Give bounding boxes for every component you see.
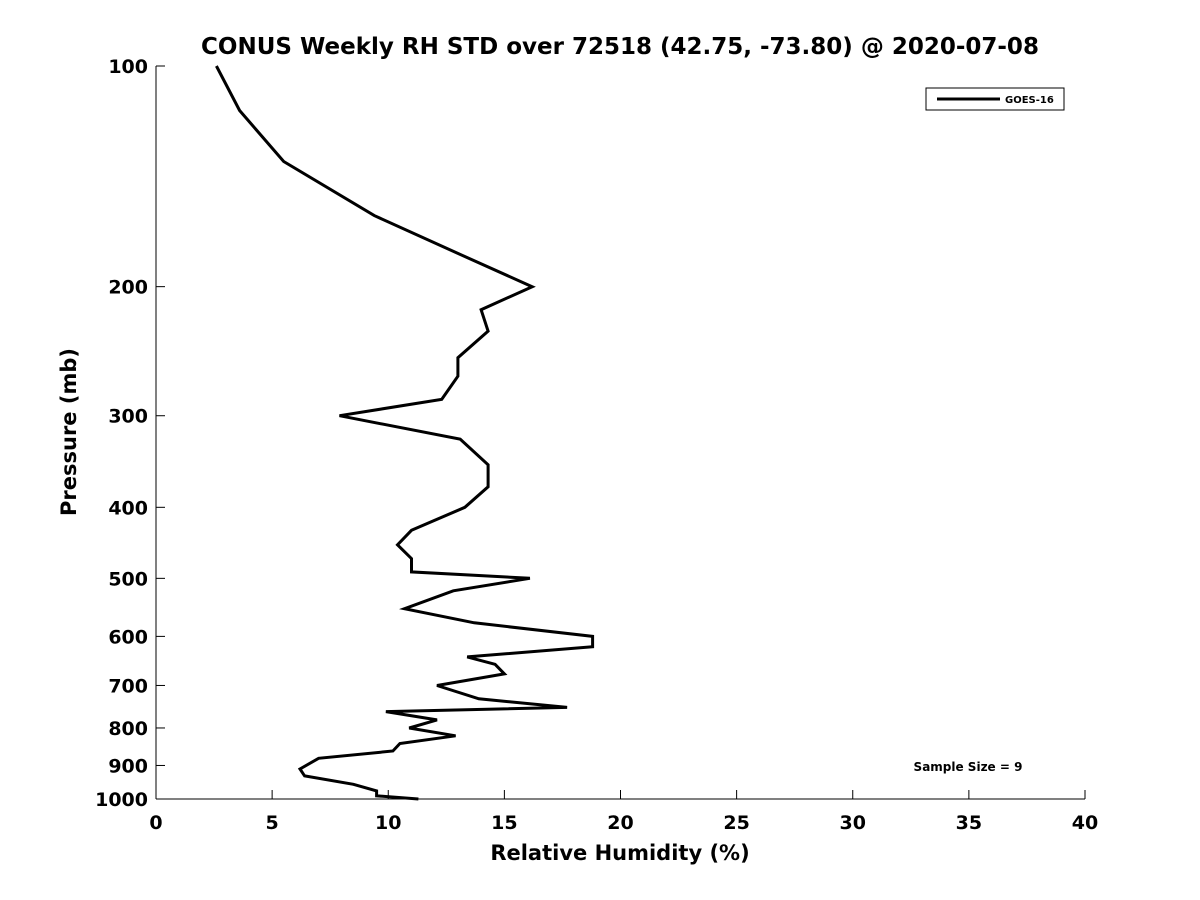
y-tick-label: 100 [108, 56, 148, 78]
x-tick-label: 15 [491, 812, 517, 834]
x-tick-label: 30 [840, 812, 866, 834]
y-tick-label: 800 [108, 718, 148, 740]
x-tick-label: 25 [723, 812, 749, 834]
chart-title: CONUS Weekly RH STD over 72518 (42.75, -… [201, 34, 1039, 60]
series-line-goes16 [215, 65, 595, 801]
x-tick-label: 10 [375, 812, 401, 834]
y-tick-label: 1000 [95, 789, 148, 811]
series-layer [215, 65, 595, 801]
x-tick-label: 35 [956, 812, 982, 834]
x-axis-label: Relative Humidity (%) [490, 841, 749, 865]
x-tick-label: 0 [149, 812, 162, 834]
legend: GOES-16 [925, 87, 1065, 111]
y-tick-label: 300 [108, 406, 148, 428]
y-axis-label: Pressure (mb) [57, 348, 81, 516]
legend-label-goes16: GOES-16 [1005, 95, 1054, 106]
y-tick-label: 200 [108, 277, 148, 299]
y-tick-label: 700 [108, 675, 148, 697]
y-tick-label: 400 [108, 497, 148, 519]
y-tick-label: 500 [108, 568, 148, 590]
y-tick-label: 600 [108, 626, 148, 648]
x-tick-label: 40 [1072, 812, 1098, 834]
x-tick-label: 5 [266, 812, 279, 834]
annotation-sample-size: Sample Size = 9 [914, 760, 1023, 774]
y-tick-label: 900 [108, 755, 148, 777]
axes: 0 5 10 15 20 25 30 35 40 100 200 300 400 500 600 700 800… [95, 56, 1098, 834]
x-tick-label: 20 [607, 812, 633, 834]
